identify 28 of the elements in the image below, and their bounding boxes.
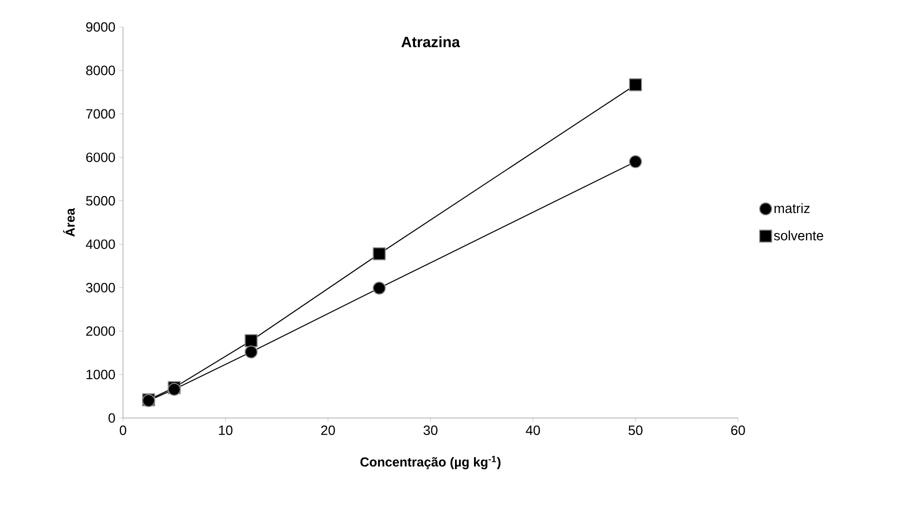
x-tick-label: 20	[321, 426, 335, 436]
y-tick-label: 5000	[86, 196, 115, 206]
x-tick-label: 30	[424, 426, 438, 436]
legend-label: matriz	[774, 203, 810, 214]
point	[629, 78, 642, 92]
x-tick-label: 40	[526, 426, 540, 436]
legend-label: solvente	[774, 230, 824, 240]
y-tick-label: 3000	[86, 282, 115, 292]
y-tick-label: 0	[108, 413, 115, 423]
chart-title: Atrazina	[401, 36, 460, 48]
point	[244, 334, 258, 348]
y-tick-label: 4000	[86, 239, 115, 249]
y-tick-label: 9000	[86, 22, 115, 32]
y-tick-label: 8000	[86, 66, 115, 76]
y-tick-label: 7000	[86, 109, 115, 119]
y-tick-label: 6000	[86, 152, 115, 162]
point	[372, 247, 386, 260]
point	[372, 282, 386, 295]
y-axis-title: Área	[63, 208, 75, 237]
point	[244, 345, 258, 358]
x-tick-label: 50	[628, 426, 642, 436]
y-tick-label: 2000	[86, 326, 115, 336]
y-tick-label: 1000	[86, 370, 115, 380]
x-tick-label: 10	[219, 426, 232, 436]
x-tick-label: 60	[731, 426, 745, 436]
point	[629, 155, 642, 168]
x-tick-label: 0	[120, 426, 126, 436]
x-axis-title: Concentração (µg kg$^{-1}$)	[360, 456, 500, 470]
